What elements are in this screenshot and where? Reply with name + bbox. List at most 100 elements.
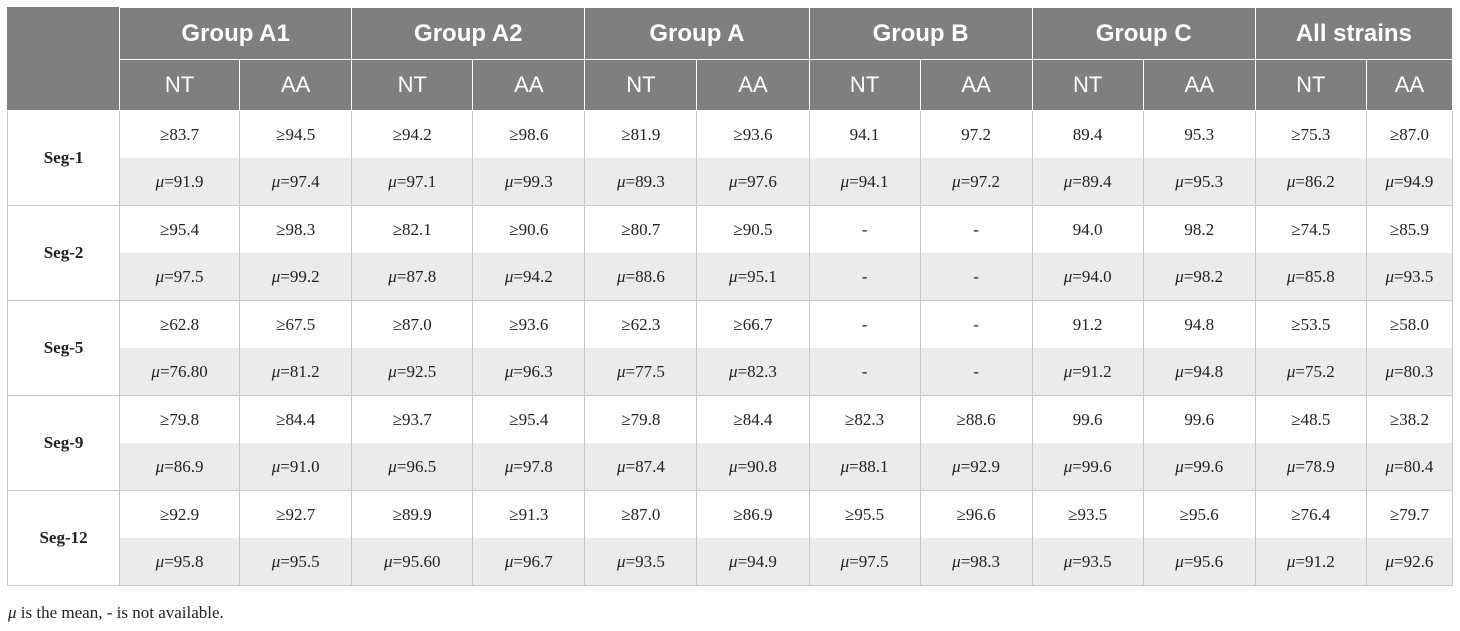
- equals-sign: =: [1394, 266, 1404, 286]
- mean-identity-cell: μ=89.4: [1031, 158, 1144, 206]
- mu-symbol: μ: [952, 551, 961, 571]
- mean-identity-cell: μ=97.2: [919, 158, 1033, 206]
- min-identity-cell: ≥62.8: [119, 300, 241, 348]
- min-identity-cell: ≥94.2: [351, 110, 474, 158]
- mu-symbol: μ: [616, 456, 626, 476]
- mean-identity-cell: μ=95.5: [239, 538, 353, 586]
- data-table-container: Group A1 Group A2 Group A Group B Group …: [6, 7, 1454, 586]
- mean-value: 96.3: [523, 361, 553, 381]
- mean-value: 95.6: [1193, 551, 1224, 571]
- table-row: Seg-2 ≥95.4 ≥98.3 ≥82.1 ≥90.6 ≥80.7 ≥90.5- -94.…: [6, 205, 1454, 301]
- mean-identity-cell: μ=82.3: [696, 348, 810, 396]
- mean-identity-cell: μ=92.9: [919, 443, 1033, 491]
- equals-sign: =: [625, 266, 636, 286]
- mean-value: 86.2: [1304, 171, 1335, 191]
- segment-label: Seg-2: [6, 205, 121, 301]
- mean-value: 93.5: [635, 551, 665, 571]
- equals-sign: =: [392, 551, 403, 571]
- mu-symbol: μ: [1063, 456, 1073, 476]
- min-identity-cell: ≥93.7: [351, 395, 474, 443]
- mean-identity-cell: μ=97.6: [696, 158, 810, 206]
- mean-identity-cell: μ=80.4: [1365, 443, 1454, 491]
- table-row: Seg-12 ≥92.9 ≥92.7 ≥89.9 ≥91.3 ≥87.0 ≥86.9 ≥95.…: [6, 490, 1454, 586]
- mean-value: 97.4: [289, 171, 320, 191]
- mean-identity-cell: μ=98.3: [919, 538, 1033, 586]
- table-row: μ=76.80 μ=81.2 μ=92.5 μ=96.3 μ=77.5 μ=82.3- - μ…: [8, 348, 1454, 396]
- equals-sign: =: [164, 171, 174, 191]
- mean-value: 91.9: [173, 171, 204, 191]
- min-identity-cell: 98.2: [1142, 205, 1256, 253]
- mean-value: 94.9: [747, 551, 777, 571]
- mean-value: -: [861, 266, 868, 286]
- equals-sign: =: [159, 361, 170, 381]
- equals-sign: =: [1072, 361, 1082, 381]
- mu-symbol: μ: [729, 171, 738, 191]
- mean-value: 92.9: [970, 456, 1001, 476]
- equals-sign: =: [737, 456, 748, 476]
- mu-symbol: μ: [1063, 361, 1073, 381]
- equals-sign: =: [396, 456, 407, 476]
- mu-symbol: μ: [616, 171, 626, 191]
- equals-sign: =: [513, 456, 524, 476]
- mean-value: 89.3: [635, 171, 665, 191]
- equals-sign: =: [1295, 266, 1305, 286]
- mean-value: 97.6: [747, 171, 777, 191]
- mean-identity-cell: μ=75.2: [1254, 348, 1367, 396]
- mean-identity-cell: μ=86.2: [1254, 158, 1367, 206]
- min-identity-cell: 91.2: [1031, 300, 1144, 348]
- group-header-all-strains: All strains: [1254, 7, 1454, 60]
- equals-sign: =: [1072, 456, 1082, 476]
- mean-identity-cell: μ=87.4: [584, 443, 698, 491]
- equals-sign: =: [1183, 456, 1194, 476]
- min-identity-cell: ≥38.2: [1365, 395, 1454, 443]
- mu-symbol: μ: [1385, 551, 1394, 571]
- sub-header-nt: NT: [351, 59, 474, 111]
- mean-identity-cell: μ=99.2: [239, 253, 353, 301]
- mu-symbol: μ: [1063, 171, 1073, 191]
- mean-value: 97.5: [173, 266, 204, 286]
- min-identity-cell: ≥85.9: [1365, 205, 1454, 253]
- mean-value: 97.1: [406, 171, 437, 191]
- equals-sign: =: [280, 361, 290, 381]
- mu-symbol: μ: [616, 361, 626, 381]
- mean-value: 94.0: [1081, 266, 1112, 286]
- equals-sign: =: [1183, 266, 1194, 286]
- mu-symbol: μ: [1175, 361, 1184, 381]
- mean-identity-cell: μ=76.80: [119, 348, 241, 396]
- equals-sign: =: [280, 551, 290, 571]
- equals-sign: =: [849, 551, 859, 571]
- sub-header-nt: NT: [119, 59, 241, 111]
- mean-value: 99.6: [1081, 456, 1112, 476]
- mean-identity-cell: μ=89.3: [584, 158, 698, 206]
- mean-identity-cell: μ=87.8: [351, 253, 474, 301]
- mean-identity-cell: μ=99.6: [1031, 443, 1144, 491]
- sub-header-aa: AA: [696, 59, 810, 111]
- min-identity-cell: ≥93.6: [472, 300, 586, 348]
- min-identity-cell: 94.0: [1031, 205, 1144, 253]
- mean-identity-cell: μ=78.9: [1254, 443, 1367, 491]
- equals-sign: =: [513, 361, 524, 381]
- mean-identity-cell: μ=91.0: [239, 443, 353, 491]
- mean-value: 75.2: [1304, 361, 1335, 381]
- equals-sign: =: [625, 551, 636, 571]
- min-identity-cell: 99.6: [1142, 395, 1256, 443]
- table-row: Seg-5 ≥62.8 ≥67.5 ≥87.0 ≥93.6 ≥62.3 ≥66.7- -91.…: [6, 300, 1454, 396]
- mean-value: 94.1: [858, 171, 889, 191]
- equals-sign: =: [849, 171, 859, 191]
- sub-header-aa: AA: [1365, 59, 1454, 111]
- mean-identity-cell: μ=97.4: [239, 158, 353, 206]
- mu-symbol: μ: [271, 266, 281, 286]
- equals-sign: =: [280, 456, 290, 476]
- mu-symbol: μ: [1286, 551, 1296, 571]
- min-identity-cell: -: [919, 205, 1033, 253]
- mean-value: 91.0: [289, 456, 320, 476]
- mean-value: 92.5: [406, 361, 437, 381]
- min-identity-cell: ≥82.1: [351, 205, 474, 253]
- min-identity-cell: 95.3: [1142, 110, 1256, 158]
- min-identity-cell: ≥98.6: [472, 110, 586, 158]
- mean-value: 95.1: [747, 266, 777, 286]
- mean-value: 95.60: [402, 551, 441, 571]
- min-identity-cell: -: [919, 300, 1033, 348]
- mean-value: 85.8: [1304, 266, 1335, 286]
- min-identity-cell: ≥80.7: [584, 205, 698, 253]
